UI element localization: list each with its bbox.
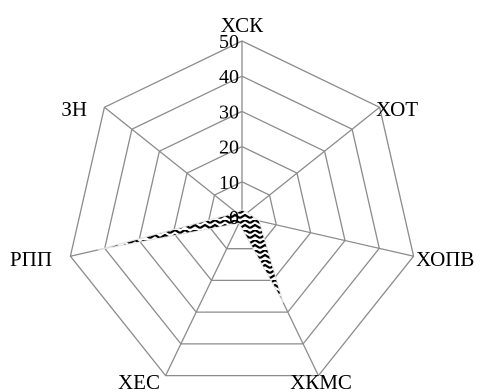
grid-ring-30 bbox=[138, 110, 346, 313]
category-label-3: ХОПВ bbox=[416, 247, 474, 271]
data-layer bbox=[97, 209, 284, 303]
spoke-7 bbox=[103, 106, 243, 218]
grid-ring-20 bbox=[172, 145, 312, 282]
tick-label-0: 0 bbox=[229, 207, 239, 229]
data-point-4 bbox=[282, 302, 284, 304]
data-point-3 bbox=[258, 220, 260, 222]
tick-label-30: 30 bbox=[219, 101, 239, 123]
grid-layer bbox=[69, 40, 415, 377]
tick-labels: 0 10 20 30 40 50 bbox=[219, 31, 239, 229]
tick-label-50: 50 bbox=[219, 31, 239, 53]
series-area-1 bbox=[97, 209, 284, 303]
spoke-2 bbox=[241, 106, 381, 218]
data-point-6 bbox=[97, 249, 99, 251]
tick-label-20: 20 bbox=[219, 137, 239, 159]
grid-ring-10 bbox=[206, 181, 278, 250]
grid-ring-40 bbox=[103, 75, 381, 345]
data-point-1 bbox=[241, 209, 243, 211]
category-label-7: ЗН bbox=[61, 97, 87, 121]
category-label-1: ХСК bbox=[221, 13, 264, 37]
category-labels: ХСК ХОТ ХОПВ ХКМС ХЕС РПП ЗН bbox=[10, 13, 474, 392]
category-label-4: ХКМС bbox=[290, 370, 352, 392]
data-point-2 bbox=[247, 212, 249, 214]
category-label-6: РПП bbox=[10, 247, 52, 271]
tick-label-40: 40 bbox=[219, 66, 239, 88]
category-label-5: ХЕС bbox=[118, 370, 160, 392]
spoke-3 bbox=[241, 216, 414, 257]
tick-label-10: 10 bbox=[219, 172, 239, 194]
grid-ring-50 bbox=[69, 40, 415, 377]
spoke-5 bbox=[165, 216, 243, 376]
category-label-2: ХОТ bbox=[376, 97, 418, 121]
